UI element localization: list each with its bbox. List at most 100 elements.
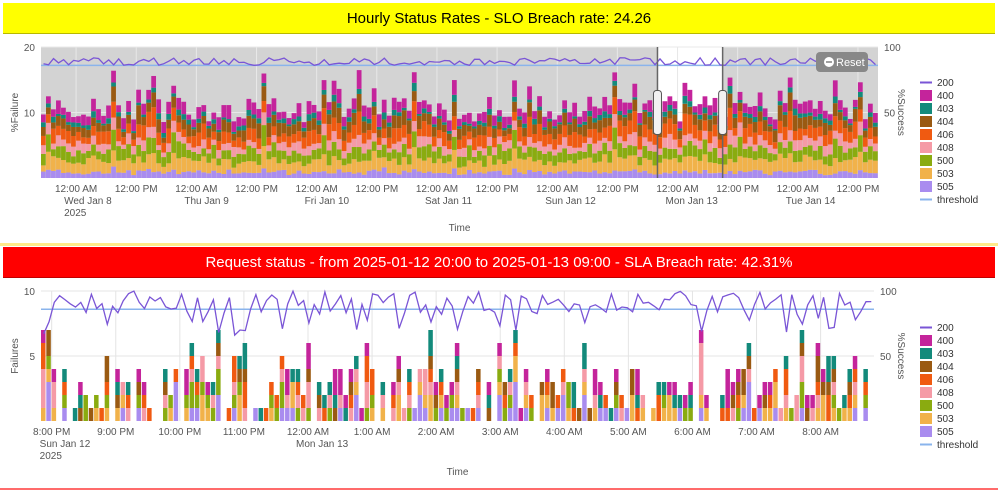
- bar-segment-505: [867, 173, 873, 178]
- bar-segment-404: [163, 382, 168, 395]
- bar-segment-400: [687, 89, 693, 102]
- bar-segment-403: [637, 123, 643, 125]
- bar-segment-500: [451, 136, 457, 150]
- x-tick-label: 3:00 AM: [482, 427, 519, 438]
- bar-segment-408: [96, 144, 101, 152]
- bar-segment-406: [216, 141, 222, 151]
- bar-segment-503: [698, 395, 704, 408]
- bar-segment-408: [171, 120, 177, 133]
- bar-segment-400: [607, 105, 613, 115]
- bar-segment-406: [236, 137, 242, 148]
- bar-segment-403: [126, 111, 131, 115]
- bar-segment-500: [822, 156, 828, 165]
- x-tick-label: 12:00 PM: [355, 184, 398, 195]
- x-tick-label: 12:00 AM: [416, 184, 458, 195]
- legend-swatch-408: [920, 387, 932, 398]
- bar-segment-500: [146, 137, 152, 155]
- bar-segment-505: [106, 173, 111, 178]
- bar-segment-505: [476, 408, 481, 421]
- bar-segment-404: [614, 382, 619, 395]
- bar-segment-400: [852, 99, 858, 107]
- bar-segment-503: [121, 160, 126, 173]
- bar-segment-404: [381, 119, 387, 129]
- bar-segment-404: [251, 118, 257, 129]
- bar-segment-408: [652, 144, 658, 152]
- bar-segment-408: [431, 146, 437, 152]
- bar-segment-505: [587, 172, 593, 178]
- bar-segment-500: [62, 395, 67, 408]
- bar-segment-503: [391, 158, 397, 173]
- bar-segment-404: [827, 124, 833, 131]
- bar-segment-408: [757, 135, 763, 146]
- bar-segment-403: [141, 114, 146, 118]
- bar-segment-406: [552, 139, 557, 150]
- bar-segment-503: [622, 158, 628, 172]
- bar-segment-505: [802, 170, 808, 178]
- bar-segment-406: [66, 131, 71, 144]
- bar-segment-505: [246, 172, 252, 178]
- bar-segment-500: [797, 150, 803, 162]
- bar-segment-505: [767, 175, 773, 178]
- bar-segment-500: [364, 408, 370, 421]
- bar-segment-408: [640, 395, 646, 408]
- bar-segment-406: [722, 136, 728, 147]
- bar-segment-505: [231, 173, 237, 178]
- x-tick-label: Sun Jan 12: [545, 196, 596, 207]
- bar-segment-404: [820, 382, 826, 395]
- bar-segment-404: [627, 113, 633, 121]
- bar-segment-503: [512, 148, 517, 169]
- bar-segment-403: [258, 408, 264, 421]
- bar-segment-505: [416, 171, 422, 178]
- bar-segment-408: [376, 144, 382, 150]
- selection-handle[interactable]: [652, 90, 662, 135]
- bar-segment-403: [306, 114, 312, 121]
- legend-label-505: 505: [937, 427, 954, 438]
- bar-segment-404: [436, 118, 442, 130]
- bar-segment-503: [401, 157, 407, 171]
- bar-segment-406: [96, 131, 101, 145]
- bar-segment-505: [773, 408, 778, 421]
- bar-segment-408: [441, 146, 447, 156]
- bar-segment-403: [827, 120, 833, 125]
- bar-segment-403: [316, 120, 322, 125]
- bar-segment-403: [787, 87, 793, 93]
- bar-segment-400: [730, 382, 736, 395]
- bar-segment-500: [421, 146, 427, 161]
- bar-segment-505: [822, 175, 828, 178]
- bar-segment-408: [532, 142, 537, 148]
- bar-segment-404: [306, 120, 312, 132]
- bar-segment-404: [61, 118, 66, 129]
- bar-segment-503: [532, 161, 537, 173]
- bar-segment-403: [366, 118, 372, 124]
- bar-segment-505: [697, 173, 703, 178]
- bar-segment-406: [560, 369, 566, 382]
- bar-segment-505: [598, 408, 603, 421]
- bar-segment-500: [772, 154, 778, 161]
- selection-handle[interactable]: [718, 90, 728, 135]
- bar-segment-503: [96, 159, 101, 172]
- bar-segment-505: [462, 174, 467, 178]
- bar-segment-500: [61, 146, 66, 161]
- bar-segment-500: [295, 408, 301, 421]
- bar-segment-406: [126, 123, 131, 134]
- bar-segment-406: [467, 131, 472, 140]
- bar-segment-400: [797, 103, 803, 114]
- bar-segment-403: [411, 82, 417, 92]
- bar-segment-500: [306, 408, 311, 421]
- bar-segment-505: [642, 170, 648, 178]
- bar-segment-500: [682, 145, 688, 157]
- bar-segment-408: [201, 139, 207, 149]
- reset-button[interactable]: Reset: [816, 52, 868, 72]
- bar-segment-400: [332, 369, 338, 395]
- bar-segment-403: [261, 82, 267, 87]
- bar-segment-406: [61, 128, 66, 140]
- bar-segment-404: [46, 107, 51, 115]
- bar-segment-503: [346, 163, 352, 172]
- bar-segment-408: [560, 382, 566, 395]
- bar-segment-404: [592, 122, 598, 129]
- bar-segment-503: [361, 160, 367, 175]
- bar-segment-503: [637, 165, 643, 173]
- bar-segment-503: [336, 160, 342, 170]
